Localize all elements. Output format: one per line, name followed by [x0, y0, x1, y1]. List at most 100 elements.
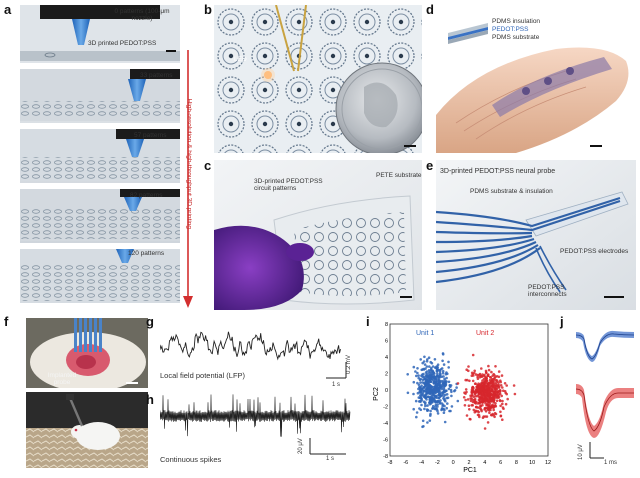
scatter-point-unit-2 — [476, 409, 480, 413]
scatter-point-unit-2 — [492, 408, 495, 412]
scatter-point-unit-1 — [422, 394, 425, 397]
scatter-point-unit-1 — [406, 373, 409, 376]
scatter-point-unit-2 — [489, 392, 492, 395]
scatter-point-unit-1 — [426, 358, 429, 361]
scatter-point-unit-2 — [480, 397, 483, 400]
scatter-point-unit-2 — [470, 394, 473, 398]
scatter-point-unit-1 — [435, 368, 439, 371]
scatter-point-unit-2 — [490, 384, 494, 387]
scatter-point-unit-1 — [436, 412, 440, 415]
panel-b-photo — [214, 5, 422, 153]
scatter-point-unit-1 — [436, 409, 439, 413]
scatter-point-unit-2 — [464, 378, 467, 382]
scatter-point-unit-2 — [465, 414, 469, 417]
scatter-point-unit-1 — [433, 358, 437, 361]
scatter-point-unit-1 — [425, 360, 429, 363]
panel-a-step-2: 57 patterns — [134, 132, 167, 139]
scatter-point-unit-1 — [425, 372, 429, 376]
scatter-point-unit-1 — [441, 352, 445, 355]
scatter-point-unit-1 — [438, 372, 442, 375]
scatter-point-unit-1 — [422, 360, 426, 363]
scatter-point-unit-2 — [500, 374, 504, 377]
scatter-point-unit-1 — [417, 374, 420, 377]
scatter-point-unit-2 — [484, 371, 488, 374]
panel-c-photo — [214, 160, 422, 310]
scatter-point-unit-1 — [417, 383, 421, 387]
scatter-point-unit-2 — [496, 396, 500, 399]
unit-2-waveform-mean — [575, 388, 634, 432]
scatter-point-unit-2 — [493, 415, 496, 419]
scatter-point-unit-1 — [426, 375, 430, 378]
scatter-point-unit-2 — [495, 392, 498, 395]
scatter-point-unit-2 — [484, 381, 487, 384]
scatter-point-unit-2 — [470, 374, 474, 377]
scatter-point-unit-1 — [438, 402, 442, 405]
scatter-point-unit-1 — [441, 391, 445, 394]
scatter-point-unit-1 — [419, 358, 422, 361]
scatter-point-unit-2 — [480, 367, 483, 370]
scatter-point-unit-1 — [441, 371, 445, 375]
scatter-point-unit-1 — [439, 383, 442, 387]
scatter-point-unit-1 — [424, 367, 427, 370]
scatter-point-unit-2 — [501, 406, 505, 409]
scatter-point-unit-1 — [429, 360, 432, 364]
scatter-point-unit-1 — [442, 386, 446, 390]
scatter-point-unit-1 — [436, 374, 440, 377]
scatter-point-unit-2 — [474, 373, 478, 376]
x-tick-label: 12 — [545, 460, 551, 466]
x-tick-label: 0 — [452, 460, 455, 466]
y-tick-label: 0 — [385, 388, 388, 394]
panel-label-a: a — [4, 2, 12, 17]
unit-2-waveform-band — [576, 384, 634, 438]
scatter-point-unit-1 — [424, 382, 427, 386]
scatter-point-unit-1 — [437, 390, 441, 394]
scatter-point-unit-1 — [424, 378, 428, 382]
scatter-point-unit-2 — [504, 402, 508, 406]
scatter-point-unit-2 — [486, 408, 489, 411]
panel-g-scale-v: 0.2 mV — [346, 354, 352, 374]
scatter-point-unit-1 — [431, 365, 435, 368]
scatter-point-unit-1 — [425, 390, 429, 394]
scatter-point-unit-1 — [431, 404, 435, 408]
scatter-point-unit-2 — [481, 379, 484, 382]
scatter-points — [406, 352, 517, 430]
scatter-point-unit-2 — [482, 395, 485, 398]
panel-label-h: h — [146, 392, 154, 407]
unit-1-waveform-band — [576, 330, 634, 362]
scatter-point-unit-2 — [500, 394, 503, 398]
scatter-point-unit-1 — [432, 381, 435, 385]
y-tick-label: -4 — [383, 421, 388, 427]
scatter-point-unit-1 — [416, 381, 419, 385]
scatter-point-unit-1 — [442, 363, 446, 366]
scatter-point-unit-1 — [445, 371, 448, 374]
scatter-point-unit-2 — [476, 402, 480, 405]
scatter-point-unit-1 — [421, 388, 424, 392]
scatter-point-unit-1 — [423, 363, 427, 366]
scatter-point-unit-1 — [448, 409, 451, 413]
scatter-point-unit-1 — [419, 381, 422, 384]
x-tick-label: 4 — [483, 460, 486, 466]
scatter-point-unit-1 — [421, 375, 424, 378]
scatter-point-unit-1 — [431, 387, 435, 391]
scatter-point-unit-1 — [418, 378, 422, 382]
panel-f-scale-bar — [126, 382, 138, 384]
scatter-point-unit-1 — [427, 356, 431, 359]
scatter-point-unit-1 — [456, 399, 460, 403]
scatter-point-unit-2 — [469, 418, 472, 421]
scatter-point-unit-2 — [456, 382, 460, 385]
scatter-point-unit-2 — [499, 384, 503, 387]
scatter-point-unit-2 — [484, 401, 487, 405]
scatter-point-unit-2 — [470, 391, 474, 395]
scatter-point-unit-2 — [494, 365, 497, 368]
scatter-point-unit-2 — [469, 397, 472, 400]
scatter-point-unit-2 — [468, 379, 471, 383]
scatter-point-unit-1 — [429, 409, 432, 413]
scatter-point-unit-2 — [499, 404, 502, 408]
scatter-point-unit-1 — [438, 387, 441, 390]
scatter-point-unit-1 — [428, 403, 432, 406]
scatter-point-unit-1 — [437, 396, 441, 400]
scatter-point-unit-1 — [447, 380, 451, 384]
scatter-point-unit-1 — [433, 407, 436, 410]
scatter-point-unit-1 — [447, 360, 450, 364]
scatter-point-unit-1 — [418, 385, 421, 389]
